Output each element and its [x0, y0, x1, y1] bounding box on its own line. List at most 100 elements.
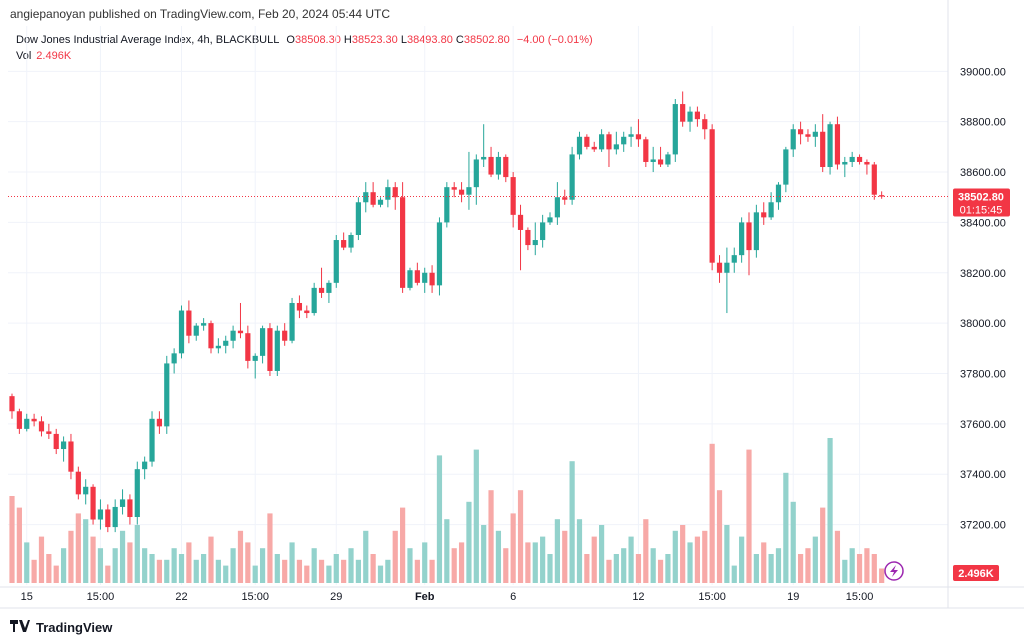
volume-bar [223, 565, 229, 583]
candle-body [90, 486, 96, 520]
volume-bar [171, 548, 177, 583]
volume-bar [392, 530, 398, 583]
time-tick-label: 15 [21, 591, 33, 603]
time-tick-label: 12 [632, 591, 644, 603]
candle-body [871, 164, 877, 195]
candle-body [193, 325, 199, 336]
candle-body [775, 184, 782, 203]
candle-body [444, 187, 450, 223]
volume-bar [429, 559, 435, 583]
volume-bar [753, 554, 759, 583]
volume-bar [724, 525, 730, 583]
volume-bar [451, 548, 457, 583]
volume-bar [481, 525, 487, 583]
candle-body [635, 134, 642, 140]
candle-body [525, 229, 531, 246]
volume-bar [90, 536, 96, 583]
symbol-label[interactable]: Dow Jones Industrial Average Index, 4h, … [16, 34, 280, 46]
time-tick-label: 19 [787, 591, 799, 603]
volume-bar [304, 565, 310, 583]
lightning-icon[interactable] [884, 561, 904, 581]
candle-body [547, 217, 553, 223]
volume-bar [311, 548, 317, 583]
volume-bar [761, 542, 767, 583]
volume-bar [805, 548, 811, 583]
candle-body [304, 310, 310, 314]
volume-bar [716, 490, 723, 583]
volume-bar [193, 559, 199, 583]
close-value: 38502.80 [463, 34, 510, 46]
volume-bar [834, 530, 841, 583]
time-tick-label: 15:00 [846, 591, 874, 603]
candle-body [834, 124, 841, 165]
candle-body [392, 187, 398, 198]
price-tick-label: 38400.00 [960, 217, 1006, 229]
volume-bar [606, 559, 612, 583]
volume-bar [259, 548, 266, 583]
candle-body [112, 506, 118, 528]
candle-body [790, 129, 796, 150]
volume-bar [134, 525, 140, 583]
candle-body [9, 396, 15, 412]
lightning-icon-bolt [890, 565, 898, 577]
volume-bar [282, 559, 288, 583]
volume-bar [230, 548, 236, 583]
volume-bar [812, 536, 818, 583]
volume-bar [775, 548, 782, 583]
candle-body [643, 139, 649, 162]
candle-body [149, 418, 155, 462]
candle-body [341, 240, 347, 248]
volume-bar [473, 449, 479, 583]
volume-bar [296, 559, 303, 583]
candle-body [687, 111, 693, 122]
candle-body [385, 187, 391, 200]
candle-body [105, 509, 111, 528]
volume-bar [591, 536, 597, 583]
volume-bar [731, 565, 737, 583]
candle-body [436, 222, 443, 286]
volume-bar [436, 455, 443, 583]
candles [9, 91, 885, 533]
price-tick-label: 38800.00 [960, 117, 1006, 129]
volume-bar [318, 559, 325, 583]
candle-body [171, 353, 177, 364]
time-tick-label: 15:00 [87, 591, 115, 603]
volume-bar [650, 548, 656, 583]
volume-bar [38, 536, 45, 583]
volume-value: 2.496K [36, 50, 72, 62]
volume-bar [613, 554, 619, 583]
price-tick-label: 38200.00 [960, 268, 1006, 280]
candle-body [517, 214, 524, 230]
candle-body [812, 131, 818, 137]
volume-bar [517, 490, 524, 583]
published-info: angiepanoyan published on TradingView.co… [10, 7, 391, 21]
candle-body [245, 333, 251, 361]
candle-body [709, 129, 715, 263]
time-axis: 15 15:00 22 15:00 29 Feb 6 12 15:00 19 15:00 [21, 591, 874, 603]
candle-body [142, 461, 148, 470]
volume-bar [458, 542, 465, 583]
volume-bar [790, 501, 796, 583]
volume-bar [510, 513, 516, 583]
price-tick-label: 38600.00 [960, 167, 1006, 179]
volume-bar [525, 542, 531, 583]
time-tick-label: 15:00 [698, 591, 726, 603]
volume-bar [363, 530, 369, 583]
candle-body [370, 192, 376, 205]
time-tick-label: 29 [330, 591, 342, 603]
volume-bar [621, 548, 627, 583]
volume-bar [702, 530, 708, 583]
volume-bar [628, 536, 634, 583]
candle-body [606, 134, 612, 150]
time-tick-label: Feb [415, 591, 435, 603]
candle-body [259, 328, 266, 356]
volume-bar [68, 530, 74, 583]
volume-bar [842, 559, 848, 583]
volume-bar [827, 438, 833, 583]
candle-body [739, 222, 745, 256]
volume-badge-value: 2.496K [958, 568, 994, 580]
volume-bar [60, 548, 67, 583]
countdown-badge-value: 01:15:45 [960, 205, 1003, 217]
volume-label[interactable]: Vol [16, 50, 32, 62]
